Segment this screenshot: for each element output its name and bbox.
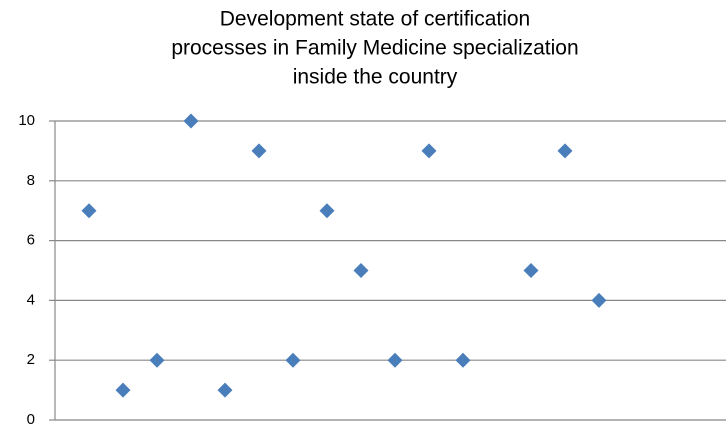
point [319, 203, 335, 219]
point [217, 382, 233, 398]
point [421, 143, 437, 159]
y-tick-label: 0 [27, 411, 35, 426]
chart-title: Development state of certification [220, 8, 531, 31]
y-tick-label: 10 [18, 112, 35, 129]
y-tick-label: 6 [27, 232, 35, 249]
point [523, 263, 539, 278]
point [285, 352, 301, 368]
point [353, 263, 369, 278]
y-tick-label: 2 [27, 351, 35, 368]
point [149, 352, 165, 368]
chart-title: inside the country [293, 66, 458, 89]
chart-title: processes in Family Medicine specializat… [171, 37, 578, 60]
point [591, 292, 607, 308]
point [455, 352, 471, 368]
point [557, 143, 573, 159]
point [183, 113, 199, 129]
point [251, 143, 267, 159]
y-tick-label: 8 [27, 172, 35, 189]
point [115, 382, 131, 398]
point [387, 352, 403, 368]
y-tick-label: 4 [27, 291, 35, 308]
point [81, 203, 97, 219]
